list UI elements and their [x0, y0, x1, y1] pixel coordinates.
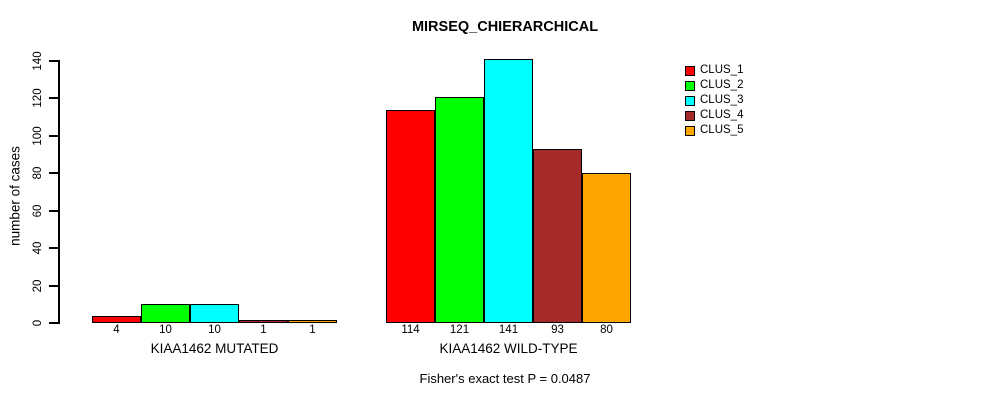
legend-row-clus_1: CLUS_1	[685, 63, 743, 78]
y-tick-mark	[49, 172, 59, 175]
legend-swatch-clus_1	[685, 65, 695, 76]
y-axis-line	[58, 60, 60, 324]
legend-label: CLUS_3	[700, 94, 744, 106]
y-tick-mark	[49, 134, 59, 137]
bar-value-label: 4	[113, 324, 120, 336]
legend-label: CLUS_2	[700, 79, 744, 91]
bar-value-label: 1	[260, 324, 267, 336]
bar-value-label: 1	[309, 324, 316, 336]
bar-value-label: 114	[401, 324, 420, 336]
bar-value-label: 93	[551, 324, 564, 336]
legend-label: CLUS_1	[700, 64, 744, 76]
chart-title: MIRSEQ_CHIERARCHICAL	[411, 19, 599, 35]
bar-value-label: 10	[159, 324, 172, 336]
y-tick-label: 60	[32, 204, 44, 218]
bar-value-label: 10	[208, 324, 221, 336]
y-tick-label: 40	[32, 241, 44, 255]
bar-clus_1-group2	[386, 110, 435, 323]
legend-swatch-clus_3	[685, 95, 695, 106]
y-tick-label: 120	[32, 88, 44, 109]
y-tick-mark	[49, 97, 59, 100]
bar-clus_3-group1	[190, 304, 239, 323]
bar-clus_5-group1	[288, 320, 337, 323]
y-tick-mark	[49, 209, 59, 212]
fisher-test-annotation: Fisher's exact test P = 0.0487	[419, 371, 591, 386]
bar-clus_2-group2	[435, 97, 484, 323]
bar-clus_2-group1	[141, 304, 190, 323]
y-tick-mark	[49, 247, 59, 250]
y-tick-label: 140	[32, 51, 44, 71]
x-group-label-1: KIAA1462 MUTATED	[150, 341, 279, 356]
legend-row-clus_5: CLUS_5	[685, 123, 743, 138]
bar-clus_4-group2	[533, 149, 582, 323]
legend-label: CLUS_5	[700, 124, 744, 136]
bar-value-label: 121	[449, 324, 470, 336]
y-tick-mark	[49, 60, 59, 62]
bar-value-label: 141	[498, 324, 519, 336]
legend-swatch-clus_2	[685, 80, 695, 91]
y-tick-mark	[49, 284, 59, 287]
legend-row-clus_2: CLUS_2	[685, 78, 743, 93]
legend-label: CLUS_4	[700, 109, 744, 121]
x-group-label-2: KIAA1462 WILD-TYPE	[439, 341, 578, 356]
legend-row-clus_4: CLUS_4	[685, 108, 743, 123]
y-tick-label: 0	[32, 319, 44, 327]
bar-clus_3-group2	[484, 59, 533, 323]
y-tick-mark	[49, 322, 59, 324]
y-tick-label: 100	[32, 126, 44, 146]
bar-clus_5-group2	[582, 173, 631, 323]
bar-clus_1-group1	[92, 316, 141, 323]
bar-value-label: 80	[600, 324, 613, 336]
bar-clus_4-group1	[239, 320, 288, 323]
y-axis-label: number of cases	[7, 146, 23, 246]
y-tick-label: 20	[32, 279, 44, 292]
y-tick-label: 80	[32, 166, 44, 180]
legend-swatch-clus_4	[685, 110, 695, 121]
legend-swatch-clus_5	[685, 125, 695, 136]
legend-row-clus_3: CLUS_3	[685, 93, 743, 108]
